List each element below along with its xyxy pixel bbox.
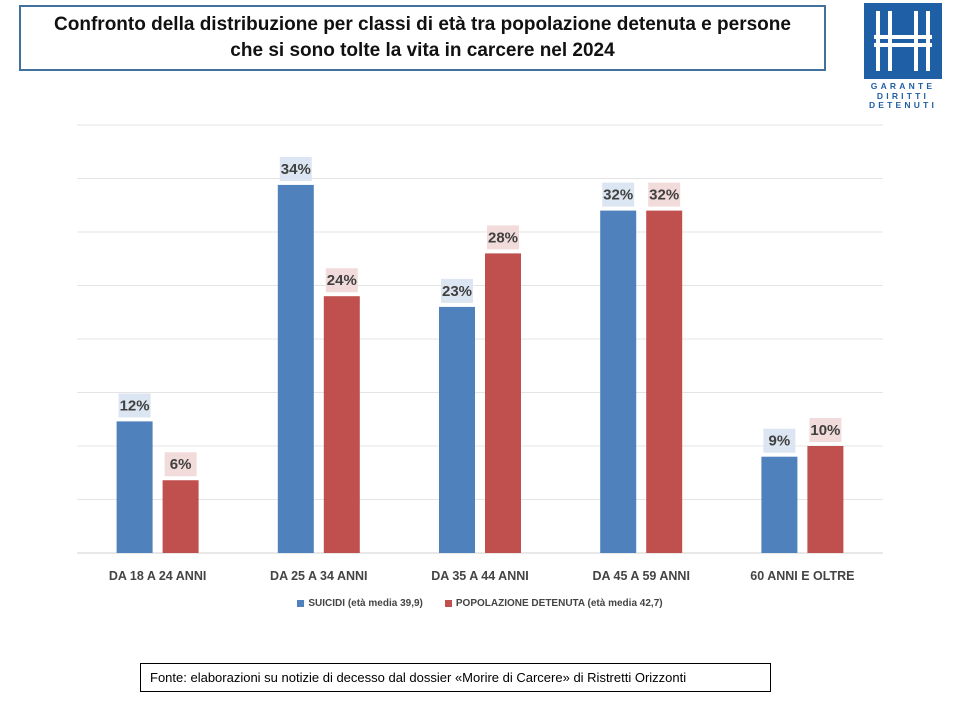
source-note: Fonte: elaborazioni su notizie di decess…	[140, 663, 771, 692]
data-label-bg-popolazione	[809, 418, 842, 442]
bar-popolazione	[485, 253, 521, 553]
data-label-popolazione: 24%	[327, 272, 357, 289]
logo-line: DETENUTI	[868, 100, 938, 110]
data-label-bg-suicidi	[763, 428, 796, 453]
data-label-bg-popolazione	[648, 182, 681, 207]
x-tick-label: DA 45 A 59 ANNI	[592, 569, 689, 583]
legend-label-suicidi: SUICIDI (età media 39,9)	[308, 598, 423, 609]
data-label-bg-popolazione	[487, 225, 519, 250]
data-label-bg-popolazione	[325, 268, 358, 293]
data-label-bg-suicidi	[279, 156, 312, 181]
bar-popolazione	[646, 210, 683, 553]
data-label-popolazione: 28%	[488, 229, 518, 246]
x-tick-label: DA 35 A 44 ANNI	[431, 569, 528, 583]
data-label-popolazione: 32%	[649, 187, 679, 204]
bar-suicidi	[439, 306, 475, 553]
data-label-suicidi: 9%	[769, 433, 791, 450]
data-label-suicidi: 34%	[281, 161, 311, 178]
chart-title: Confronto della distribuzione per classi…	[54, 14, 791, 61]
data-label-bg-popolazione	[164, 452, 197, 477]
x-tick-label: DA 18 A 24 ANNI	[109, 569, 206, 583]
data-label-suicidi: 32%	[603, 187, 633, 204]
chart-legend: SUICIDI (età media 39,9) POPOLAZIONE DET…	[0, 598, 960, 609]
bar-suicidi	[761, 456, 798, 553]
logo-line: GARANTE	[870, 81, 936, 91]
legend-item-suicidi: SUICIDI (età media 39,9)	[297, 598, 423, 609]
logo-text: GARANTE DIRITTI DETENUTI	[864, 81, 942, 111]
bar-popolazione	[162, 480, 199, 553]
x-tick-label: 60 ANNI E OLTRE	[750, 569, 854, 583]
logo-line: DIRITTI	[876, 90, 930, 101]
bar-popolazione	[807, 446, 844, 553]
bar-popolazione	[323, 296, 360, 553]
data-label-popolazione: 10%	[810, 422, 840, 439]
data-label-suicidi: 23%	[442, 283, 472, 300]
garante-logo: GARANTE DIRITTI DETENUTI	[864, 3, 942, 111]
logo-mark-icon	[864, 3, 942, 79]
legend-label-popolazione: POPOLAZIONE DETENUTA (età media 42,7)	[455, 598, 663, 609]
data-label-bg-suicidi	[441, 278, 473, 303]
x-tick-label: DA 25 A 34 ANNI	[270, 569, 367, 583]
legend-item-popolazione: POPOLAZIONE DETENUTA (età media 42,7)	[444, 598, 663, 609]
data-label-suicidi: 12%	[120, 397, 150, 414]
data-label-popolazione: 6%	[170, 456, 192, 473]
data-label-bg-suicidi	[118, 393, 151, 418]
bar-suicidi	[116, 421, 153, 553]
bar-suicidi	[277, 184, 314, 554]
title-box: Confronto della distribuzione per classi…	[19, 5, 826, 71]
data-label-bg-suicidi	[602, 182, 635, 207]
legend-swatch-popolazione	[444, 600, 452, 607]
legend-swatch-suicidi	[297, 600, 305, 607]
bar-suicidi	[600, 210, 637, 553]
